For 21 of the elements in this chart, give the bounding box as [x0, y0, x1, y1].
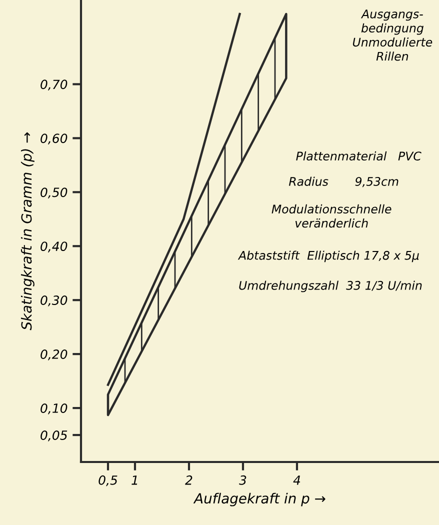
- y-tick-label: 0,30: [40, 296, 68, 306]
- x-tick-label: 0,5: [98, 475, 118, 486]
- y-tick-label: 0,70: [40, 80, 68, 90]
- x-tick-label: 3: [239, 475, 246, 485]
- y-axis-title: Skatingkraft in Gramm (p) →: [20, 132, 34, 330]
- y-tick-label: 0,20: [40, 350, 68, 360]
- annotation: Radius 9,53cm: [288, 176, 398, 188]
- x-axis-title: Auflagekraft in p →: [193, 492, 326, 506]
- annotation: Umdrehungszahl 33 1/3 U/min: [239, 280, 422, 292]
- x-tick-label: 4: [293, 476, 300, 485]
- annotation: Abtaststift Elliptisch 17,8 x 5µ: [238, 250, 419, 262]
- y-tick-label: 0,60: [40, 134, 68, 144]
- y-tick-label: 0,10: [40, 404, 68, 414]
- y-tick-label: 0,50: [40, 188, 68, 198]
- x-tick-label: 1: [132, 476, 138, 485]
- y-tick-label: 0,05: [40, 430, 68, 442]
- x-tick-label: 2: [185, 475, 192, 485]
- annotation: Modulationsschnelle veränderlich: [272, 204, 392, 228]
- annotation: Ausgangs- bedingung Unmodulierte Rillen: [352, 10, 432, 61]
- annotation: Plattenmaterial PVC: [296, 151, 422, 161]
- y-tick-label: 0,40: [40, 242, 68, 252]
